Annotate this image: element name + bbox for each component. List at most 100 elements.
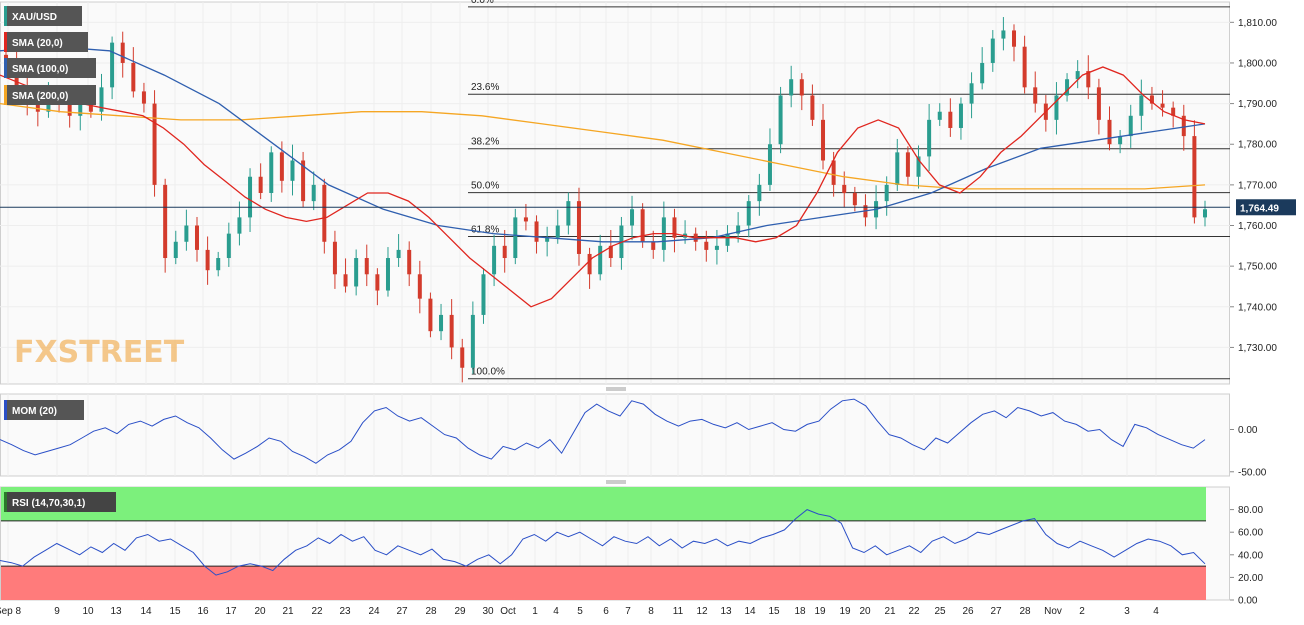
candle-body-30 xyxy=(322,184,327,242)
x-tick-label-31: 19 xyxy=(839,606,851,617)
candle-body-29 xyxy=(311,184,316,202)
candle-body-88 xyxy=(937,111,942,120)
candle-body-32 xyxy=(343,274,348,287)
candle-body-105 xyxy=(1118,136,1123,145)
x-tick-label-40: 2 xyxy=(1079,606,1085,617)
candle-body-23 xyxy=(248,176,253,218)
x-tick-label-38: 28 xyxy=(1019,606,1031,617)
candle-body-59 xyxy=(630,209,635,226)
candle-body-84 xyxy=(895,152,900,185)
candle-body-27 xyxy=(290,160,295,181)
x-tick-label-20: 5 xyxy=(577,606,583,617)
legend-sma100-swatch xyxy=(4,58,7,78)
legend-sma20-swatch xyxy=(4,32,7,52)
legend-sma200: SMA (200,0) xyxy=(12,91,68,102)
mom-line xyxy=(0,398,1206,464)
x-tick-label-33: 21 xyxy=(884,606,896,617)
x-tick-label-41: 3 xyxy=(1124,606,1130,617)
x-tick-label-6: 16 xyxy=(197,606,209,617)
candle-body-89 xyxy=(948,111,953,128)
candle-body-44 xyxy=(470,314,475,368)
x-tick-label-2: 10 xyxy=(82,606,94,617)
candle-body-85 xyxy=(905,152,910,177)
candle-body-72 xyxy=(767,144,772,185)
fib-label-0: 0.0% xyxy=(471,0,494,6)
candle-body-16 xyxy=(173,241,178,259)
candle-body-10 xyxy=(110,42,115,88)
x-tick-label-9: 21 xyxy=(282,606,294,617)
candle-body-63 xyxy=(672,217,677,238)
rsi-y-label-2: 40.00 xyxy=(1238,550,1263,561)
sma200-line xyxy=(0,102,1206,190)
candle-body-8 xyxy=(88,103,93,112)
candle-body-74 xyxy=(789,79,794,96)
candle-body-42 xyxy=(449,314,454,348)
fib-label-3: 50.0% xyxy=(471,181,499,192)
legend-sma100: SMA (100,0) xyxy=(12,64,68,75)
candle-body-12 xyxy=(131,62,136,92)
x-tick-label-42: 4 xyxy=(1153,606,1159,617)
y-tick-label-3: 1,760.00 xyxy=(1238,221,1277,232)
x-tick-label-39: Nov xyxy=(1044,606,1062,617)
y-tick-label-7: 1,800.00 xyxy=(1238,58,1277,69)
x-tick-label-17: Oct xyxy=(500,606,516,617)
x-tick-label-0: Sep 8 xyxy=(0,606,22,617)
last-price-box xyxy=(1236,199,1296,216)
rsi-overbought-zone xyxy=(1,487,1206,521)
candle-body-92 xyxy=(980,62,985,84)
mom-y-label-1: -50.00 xyxy=(1238,467,1267,478)
candle-body-22 xyxy=(237,217,242,234)
candle-body-17 xyxy=(184,225,189,242)
candle-body-80 xyxy=(852,193,857,206)
candle-body-33 xyxy=(354,258,359,287)
candle-body-46 xyxy=(492,245,497,275)
y-tick-label-0: 1,730.00 xyxy=(1238,343,1277,354)
y-tick-label-5: 1,780.00 xyxy=(1238,140,1277,151)
candle-body-79 xyxy=(842,184,847,193)
x-tick-label-10: 22 xyxy=(311,606,323,617)
candle-body-31 xyxy=(332,241,337,275)
candle-body-100 xyxy=(1065,79,1070,96)
candle-body-66 xyxy=(704,241,709,250)
candle-body-26 xyxy=(279,152,284,181)
candle-body-106 xyxy=(1128,115,1133,137)
candle-body-73 xyxy=(778,95,783,145)
sma100-line xyxy=(0,46,1206,243)
rsi-y-label-4: 80.00 xyxy=(1238,505,1263,516)
legend-rsi-swatch xyxy=(4,492,7,512)
x-tick-label-28: 15 xyxy=(768,606,780,617)
candle-body-52 xyxy=(555,225,560,238)
candle-body-68 xyxy=(725,233,730,246)
candle-body-49 xyxy=(523,217,528,222)
x-tick-label-36: 26 xyxy=(962,606,974,617)
x-tick-label-35: 25 xyxy=(934,606,946,617)
candle-body-57 xyxy=(608,245,613,259)
candle-body-112 xyxy=(1192,136,1197,218)
x-tick-label-15: 29 xyxy=(454,606,466,617)
candle-body-60 xyxy=(640,209,645,242)
panel-2-frame xyxy=(0,393,1230,477)
candle-body-34 xyxy=(364,258,369,275)
x-tick-label-34: 22 xyxy=(908,606,920,617)
candle-body-67 xyxy=(714,245,719,250)
candle-body-28 xyxy=(301,160,306,202)
x-tick-label-29: 18 xyxy=(794,606,806,617)
candle-body-18 xyxy=(194,225,199,250)
x-tick-label-1: 9 xyxy=(54,606,60,617)
candle-body-41 xyxy=(439,314,444,332)
legend-mom-bg xyxy=(4,400,84,420)
legend-symbol-swatch xyxy=(4,6,7,26)
fib-label-2: 38.2% xyxy=(471,137,499,148)
x-tick-label-8: 20 xyxy=(254,606,266,617)
x-tick-label-4: 14 xyxy=(140,606,152,617)
candle-body-69 xyxy=(736,225,741,234)
candle-body-53 xyxy=(566,201,571,226)
candle-body-14 xyxy=(152,103,157,185)
candle-body-45 xyxy=(481,274,486,315)
legend-rsi: RSI (14,70,30,1) xyxy=(12,498,85,509)
x-tick-label-13: 27 xyxy=(396,606,408,617)
rsi-y-label-1: 20.00 xyxy=(1238,573,1263,584)
candle-body-108 xyxy=(1149,95,1154,104)
candle-body-35 xyxy=(375,274,380,291)
